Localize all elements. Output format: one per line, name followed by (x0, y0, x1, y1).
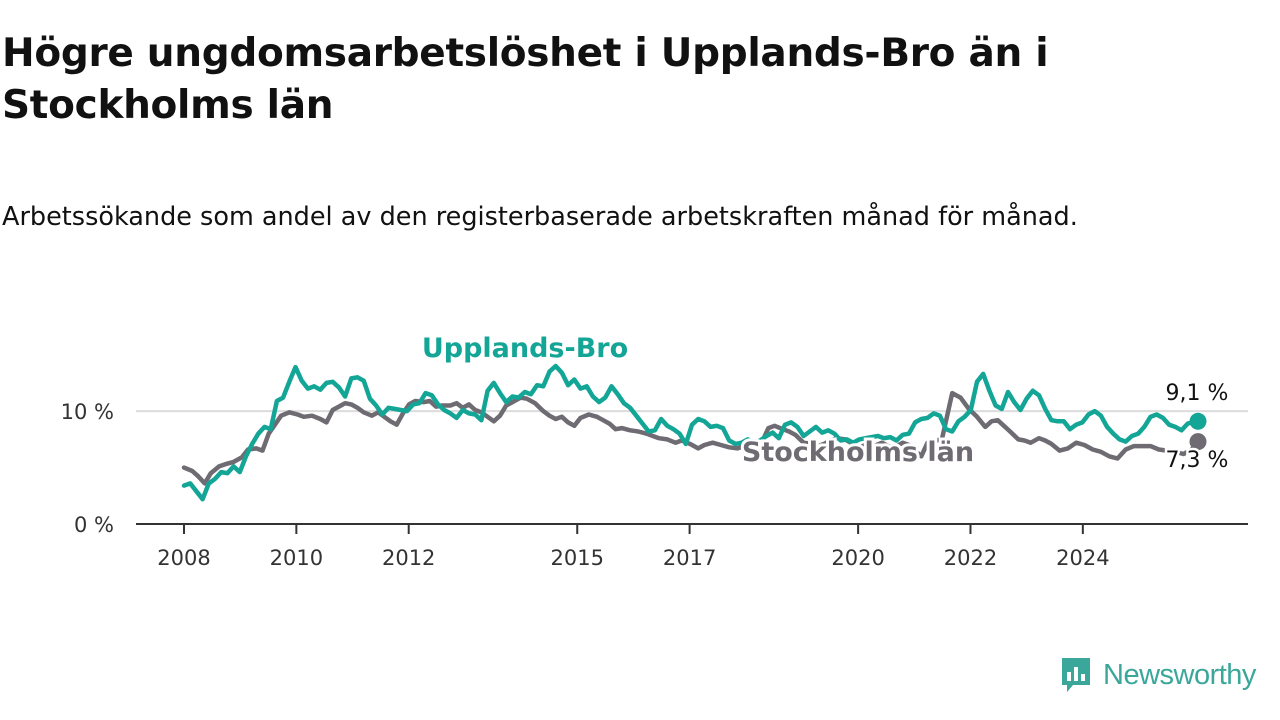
chart-subtitle: Arbetssökande som andel av den registerb… (2, 202, 1078, 232)
brand-name: Newsworthy (1103, 658, 1256, 691)
series-end-point-0 (1189, 433, 1207, 451)
series-lines (181, 363, 1207, 502)
x-tick-label: 2012 (382, 546, 435, 570)
end-value-upplands-bro: 9,1 % (1166, 381, 1229, 406)
axes: 0 % 10 % 2008 2010 2012 2015 2017 2020 2022 2024 (61, 400, 1248, 570)
series-line-1 (181, 363, 1201, 502)
y-tick-label: 0 % (74, 513, 114, 537)
y-tick-label: 10 % (61, 400, 114, 424)
x-tick-label: 2020 (831, 546, 884, 570)
series-labels: Stockholms län Upplands-Bro 9,1 % 7,3 % (419, 330, 1231, 476)
series-line-0 (181, 390, 1201, 486)
x-tick-label: 2022 (944, 546, 997, 570)
newsworthy-logo-icon (1062, 658, 1090, 692)
x-tick-label: 2017 (663, 546, 716, 570)
chart-title: Högre ungdomsarbetslöshet i Upplands-Bro… (2, 31, 1049, 128)
x-tick-label: 2010 (270, 546, 323, 570)
series-label-stockholm: Stockholms län (742, 437, 974, 468)
end-value-stockholm: 7,3 % (1166, 448, 1229, 473)
x-tick-label: 2008 (157, 546, 210, 570)
x-tick-label: 2015 (551, 546, 604, 570)
series-label-upplands-bro: Upplands-Bro (422, 333, 628, 364)
brand-logo: Newsworthy (1059, 655, 1256, 695)
series-end-point-1 (1189, 412, 1207, 430)
x-tick-label: 2024 (1056, 546, 1109, 570)
